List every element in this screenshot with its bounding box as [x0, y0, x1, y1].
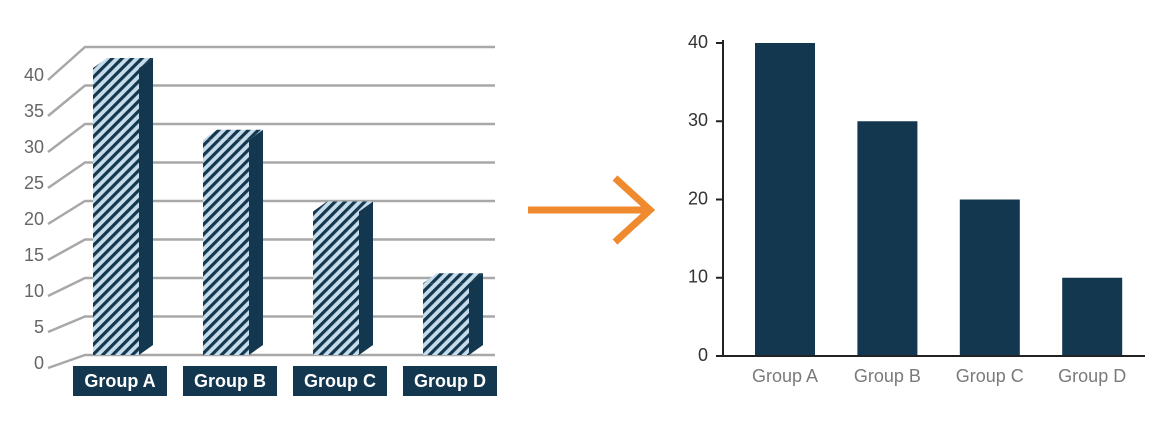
x-tick-label: Group D	[414, 371, 486, 391]
grid-line	[47, 161, 495, 190]
y-tick-label: 35	[24, 101, 44, 121]
bar	[313, 201, 373, 355]
y-tick-label: 10	[688, 267, 708, 287]
x-tick-label: Group B	[854, 366, 921, 386]
x-tick-label: Group C	[304, 371, 376, 391]
y-tick-label: 40	[24, 65, 44, 85]
y-tick-label: 20	[24, 209, 44, 229]
bar	[423, 273, 483, 355]
category-box	[183, 366, 277, 396]
y-tick-label: 5	[34, 317, 44, 337]
y-tick-label: 40	[688, 32, 708, 52]
y-tick-label: 30	[24, 137, 44, 157]
x-tick-label: Group A	[84, 371, 155, 391]
x-tick-label: Group A	[752, 366, 818, 386]
grid-line	[47, 84, 495, 117]
arrow	[528, 175, 656, 245]
y-tick-label: 10	[24, 281, 44, 301]
x-tick-label: Group D	[1058, 366, 1126, 386]
grid-line	[47, 45, 495, 81]
bar	[857, 121, 918, 356]
category-box	[293, 366, 387, 396]
bar	[1062, 277, 1123, 356]
bar	[755, 43, 815, 356]
y-tick-label: 20	[688, 188, 708, 208]
bar	[203, 129, 263, 355]
y-tick-label: 0	[698, 345, 708, 365]
bar	[959, 199, 1020, 356]
category-box	[73, 366, 167, 396]
bar	[93, 58, 153, 355]
grid-line	[47, 122, 495, 153]
y-tick-label: 0	[34, 353, 44, 373]
y-tick-label: 30	[688, 110, 708, 130]
y-tick-label: 15	[24, 245, 44, 265]
y-tick-label: 25	[24, 173, 44, 193]
x-tick-label: Group B	[194, 371, 266, 391]
grid-line	[47, 199, 495, 226]
x-tick-label: Group C	[956, 366, 1024, 386]
category-box	[403, 366, 497, 396]
